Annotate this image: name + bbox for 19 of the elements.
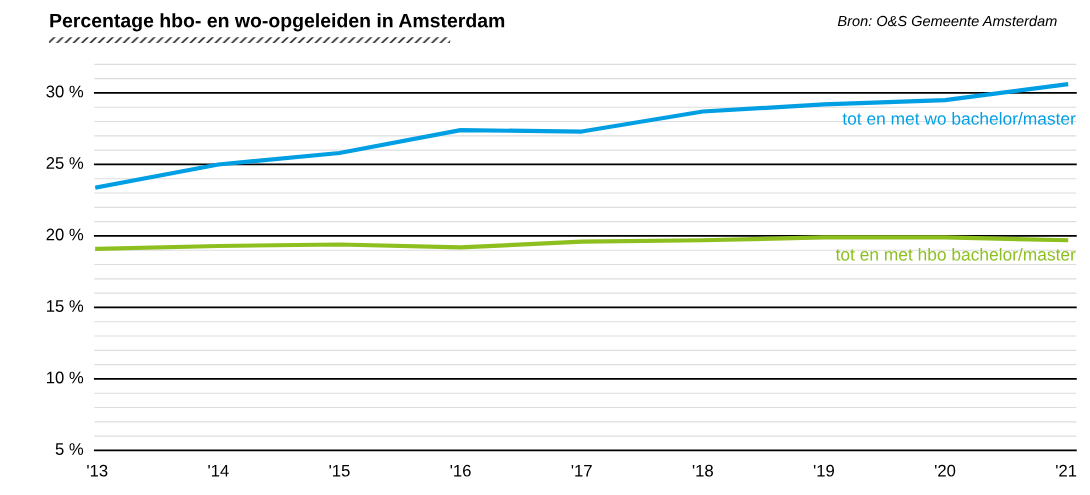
y-tick-label: 20 % — [46, 228, 84, 241]
x-tick-label: '20 — [935, 464, 956, 477]
text: Bron: O&S Gemeente Amsterdam — [837, 15, 1057, 27]
series-label: tot en met hbo bachelor/master — [835, 247, 1076, 261]
y-tick-label: 15 % — [47, 300, 84, 312]
x-tick-label: '15 — [329, 464, 350, 477]
x-tick-label: '14 — [208, 464, 229, 477]
chart-title: Percentage hbo- en wo-opgeleiden in Amsterdam — [50, 13, 505, 32]
x-tick-label: '21 — [1056, 464, 1077, 477]
x-tick-label: '18 — [692, 464, 713, 477]
y-tick-label: 10 % — [47, 371, 84, 384]
y-tick-label: 25 % — [46, 157, 84, 169]
series-label: tot en met wo bachelor/master — [842, 112, 1076, 125]
x-tick-label: '17 — [571, 464, 592, 477]
x-tick-label: '13 — [87, 464, 108, 477]
y-tick-label: 5 % — [55, 443, 84, 455]
x-tick-label: '16 — [450, 464, 471, 477]
x-tick-label: '19 — [813, 464, 834, 477]
y-tick-label: 30 % — [46, 85, 84, 98]
